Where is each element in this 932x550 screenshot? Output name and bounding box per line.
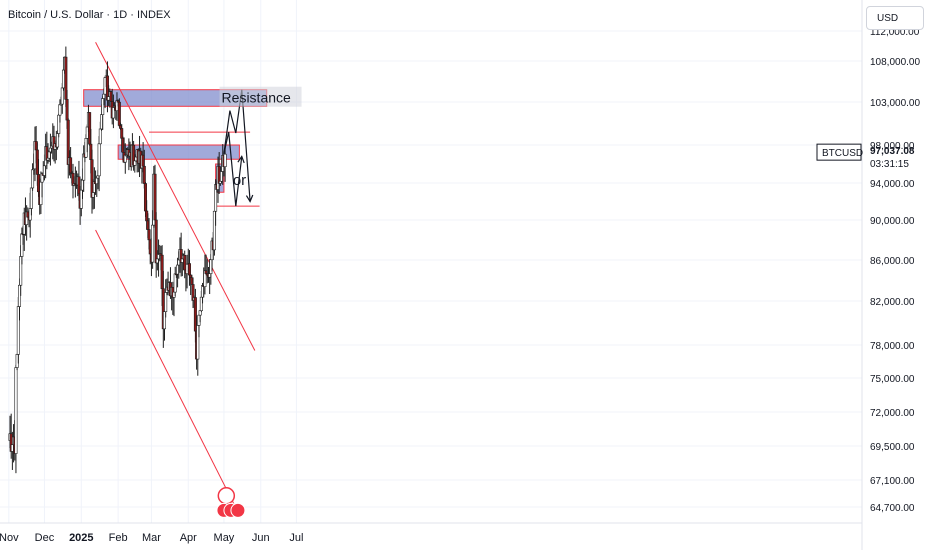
y-tick-label: 98,000.00 [870, 141, 915, 152]
candle-body [14, 367, 18, 454]
trend-line [95, 42, 256, 351]
projection-arrowhead [245, 194, 254, 203]
trend-line [95, 229, 242, 518]
y-tick-label: 69,500.00 [870, 442, 915, 453]
y-tick-label: 90,000.00 [870, 216, 915, 227]
y-tick-label: 67,100.00 [870, 476, 915, 487]
grid [0, 0, 862, 523]
annotations: Resistance or [216, 86, 302, 518]
y-tick-label: 94,000.00 [870, 179, 915, 190]
y-tick-label: 86,000.00 [870, 256, 915, 267]
resistance-label: Resistance [222, 90, 291, 106]
projection-path [223, 89, 251, 202]
candle-body [147, 229, 151, 241]
candle-body [97, 143, 101, 177]
event-icon [217, 487, 236, 505]
x-tick-label: Mar [142, 532, 161, 544]
currency-button[interactable]: USD [866, 6, 924, 30]
candle-body [58, 104, 62, 116]
candle-body [117, 101, 121, 126]
candles [8, 46, 227, 474]
y-axis-bg [862, 0, 932, 550]
x-tick-label: Feb [109, 532, 128, 544]
candle-body [98, 128, 102, 145]
x-tick-label: 2025 [69, 532, 93, 544]
y-axis: 112,000.00108,000.00103,000.0098,000.009… [816, 0, 932, 550]
candle-body [65, 99, 69, 121]
candle-body [142, 165, 146, 184]
x-axis: Nov Dec 2025 Feb Mar Apr May Jun Jul [0, 522, 862, 544]
chart-title: Bitcoin / U.S. Dollar · 1D · INDEX [8, 9, 171, 21]
projection-arrowhead [237, 155, 245, 164]
candle-body [223, 153, 227, 167]
candle-body [164, 292, 168, 312]
resistance-label-bg [219, 86, 302, 107]
y-tick-label: 82,000.00 [870, 297, 915, 308]
y-tick-label: 64,700.00 [870, 503, 915, 514]
last-price-label: 97,037.08 [870, 146, 915, 157]
y-tick-label: 108,000.00 [870, 57, 920, 68]
y-tick-label: 103,000.00 [870, 98, 920, 109]
x-tick-label: Nov [0, 532, 19, 544]
x-tick-label: Apr [180, 532, 197, 544]
y-tick-label: 75,000.00 [870, 374, 915, 385]
projection-path [223, 131, 243, 207]
y-tick-label: 78,000.00 [870, 341, 915, 352]
x-tick-label: May [214, 532, 235, 544]
y-tick-label: 112,000.00 [870, 27, 920, 38]
flag-icon [230, 502, 246, 518]
y-tick-label: 72,000.00 [870, 408, 915, 419]
candle-body [69, 157, 73, 174]
candle-body [187, 263, 191, 276]
symbol-label: BTCUSD [822, 148, 863, 159]
x-tick-label: Jul [289, 532, 303, 544]
countdown-label: 03:31:15 [870, 159, 909, 170]
trendlines [95, 42, 260, 518]
candle-body [29, 187, 33, 209]
or-label: or [233, 172, 246, 189]
candle-body [183, 254, 187, 271]
x-tick-label: Dec [35, 532, 55, 544]
projections [223, 89, 254, 207]
candle-body [151, 224, 155, 263]
resistance-zone [117, 144, 240, 160]
symbol-tag [816, 143, 862, 161]
x-tick-label: Jun [252, 532, 270, 544]
